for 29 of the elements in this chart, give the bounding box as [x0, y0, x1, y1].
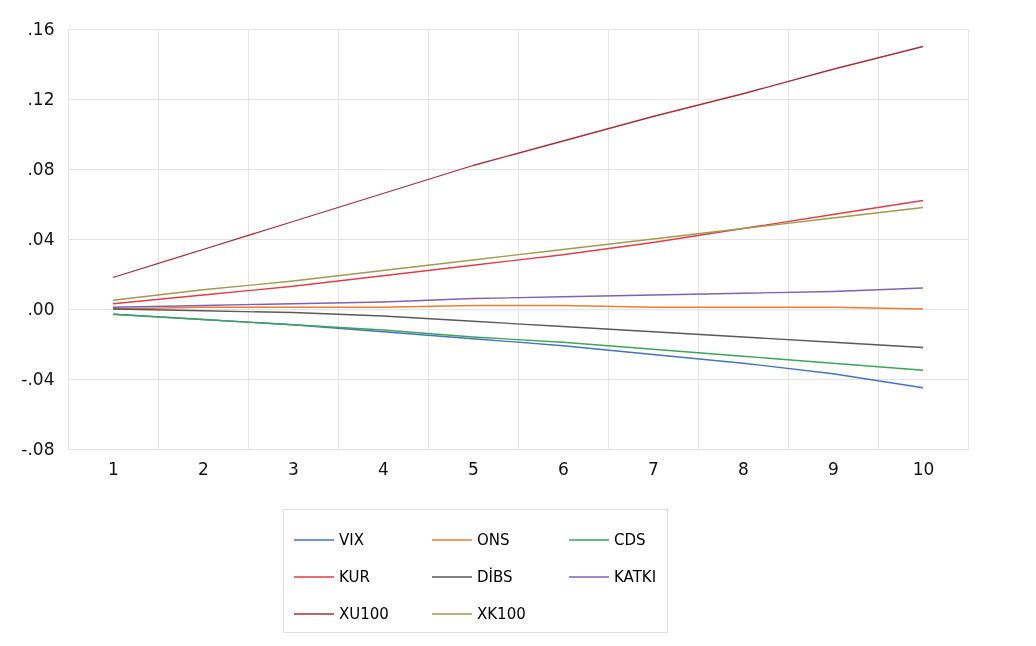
y-tick-label: .16: [27, 18, 55, 39]
x-tick-label: 7: [648, 458, 659, 479]
x-tick-label: 3: [288, 458, 299, 479]
legend-label: CDS: [614, 531, 646, 549]
x-tick-label: 10: [912, 458, 935, 479]
x-tick-label: 9: [828, 458, 839, 479]
x-tick-label: 2: [198, 458, 209, 479]
line-series: [112, 45, 924, 279]
x-tick-label: 1: [108, 458, 119, 479]
legend-label: DİBS: [477, 567, 513, 586]
legend-label: VIX: [339, 531, 364, 549]
legend-label: XK100: [477, 605, 526, 623]
y-tick-label: -.08: [21, 438, 55, 459]
y-tick-label: -.04: [21, 368, 55, 389]
y-tick-label: .12: [27, 88, 55, 109]
x-tick-label: 5: [468, 458, 479, 479]
x-tick-label: 8: [738, 458, 749, 479]
x-tick-label: 6: [558, 458, 569, 479]
legend-label: KATKI: [614, 568, 657, 586]
y-tick-label: .08: [27, 158, 55, 179]
line-series: [112, 313, 924, 371]
legend-label: KUR: [339, 568, 370, 586]
legend-label: XU100: [339, 605, 389, 623]
line-series: [112, 308, 924, 349]
x-tick-label: 4: [378, 458, 389, 479]
y-tick-label: .00: [27, 298, 55, 319]
line-series: [112, 287, 924, 308]
y-tick-label: .04: [27, 228, 55, 249]
legend-label: ONS: [477, 531, 510, 549]
